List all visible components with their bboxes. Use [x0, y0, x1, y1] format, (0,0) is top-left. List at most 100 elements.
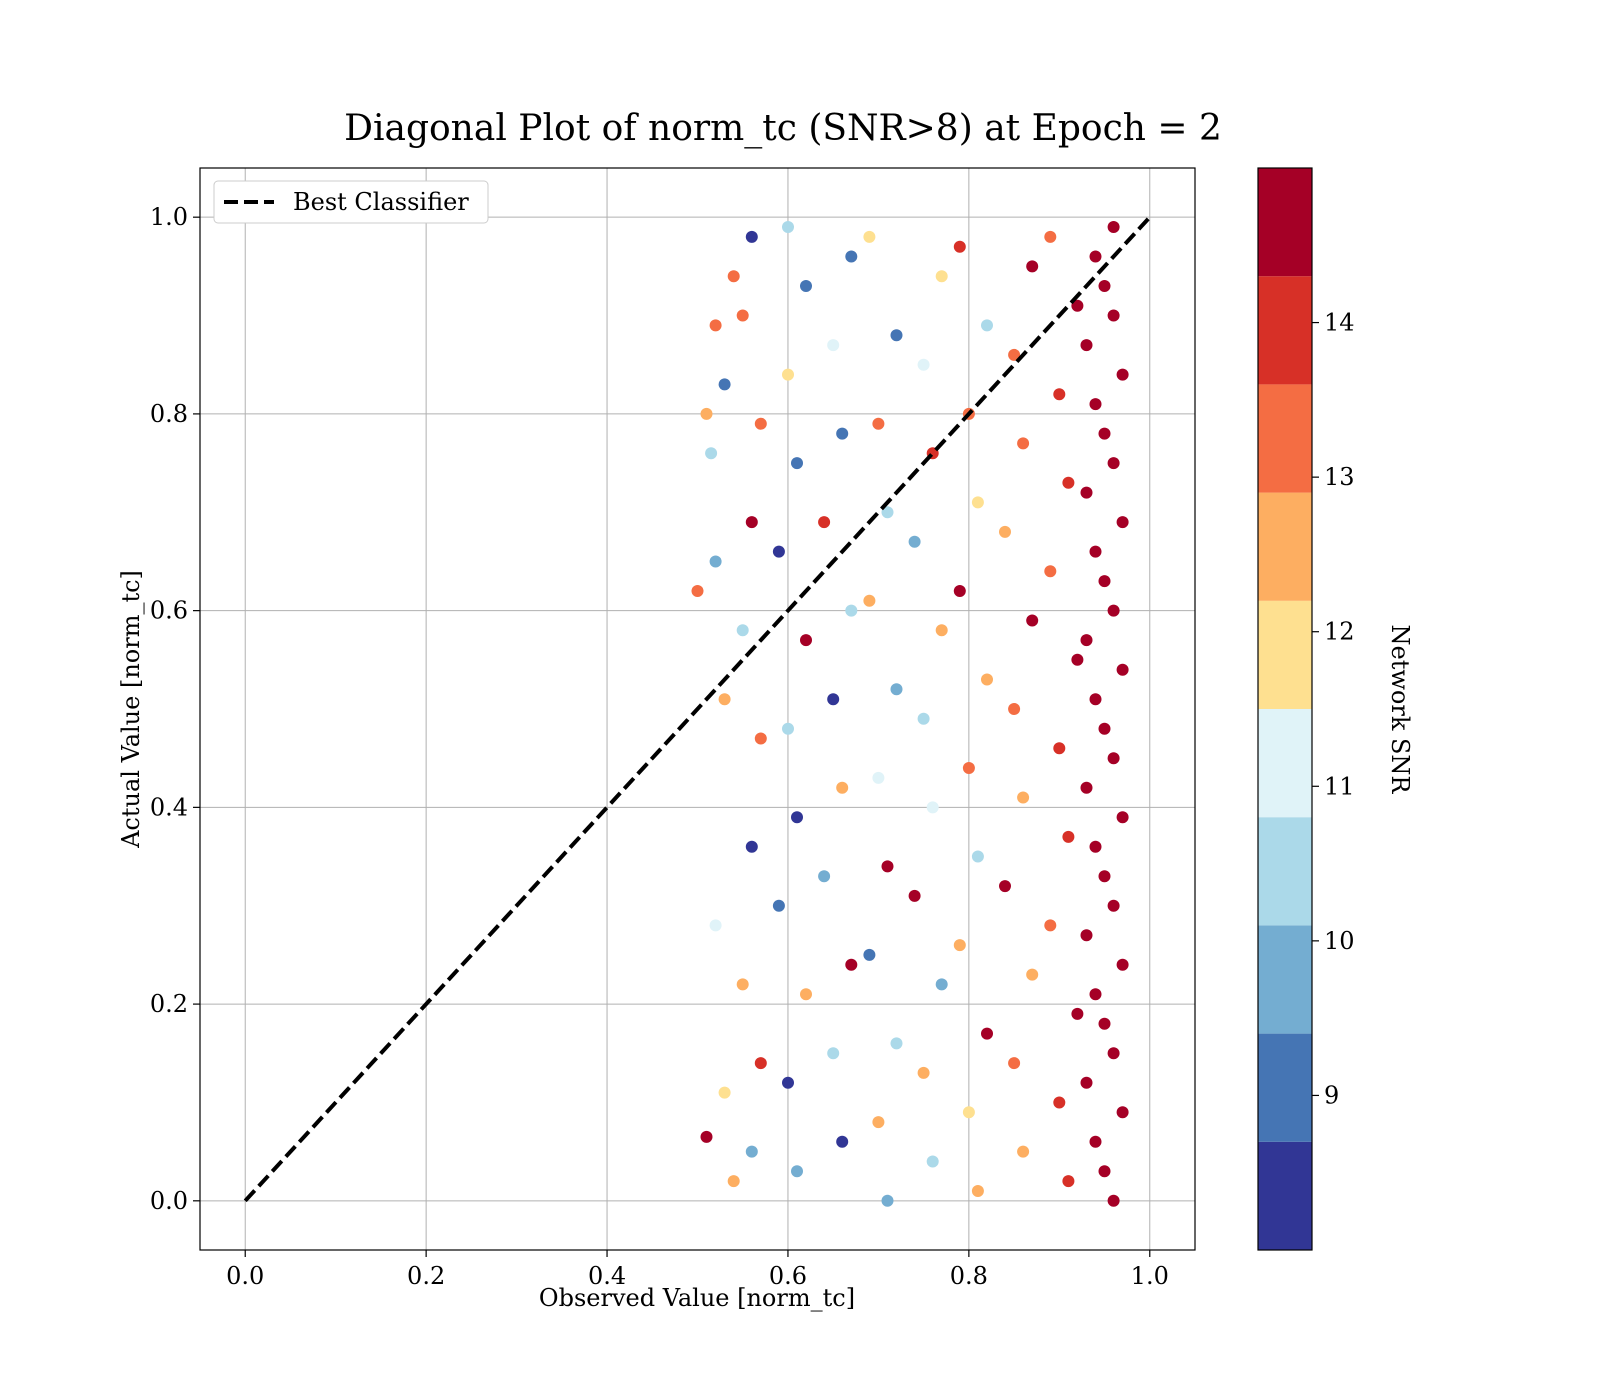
scatter-point — [1098, 1017, 1111, 1030]
scatter-point — [881, 1194, 894, 1207]
scatter-point — [691, 585, 704, 597]
scatter-point — [1008, 1057, 1021, 1070]
scatter-point — [999, 880, 1011, 893]
colorbar-band — [1258, 492, 1312, 601]
scatter-point — [727, 1175, 740, 1188]
scatter-point — [935, 270, 948, 283]
scatter-point — [772, 899, 785, 912]
scatter-point — [1026, 260, 1039, 273]
scatter-point — [953, 585, 966, 597]
scatter-point — [709, 555, 722, 568]
scatter-point — [917, 358, 930, 371]
scatter-point — [917, 712, 930, 725]
scatter-point — [1026, 968, 1039, 981]
scatter-point — [1116, 663, 1129, 676]
scatter-point — [1080, 781, 1093, 794]
colorbar: 9 10 11 12 13 14 Network SNR — [1257, 167, 1414, 1251]
scatter-point — [1071, 653, 1084, 666]
scatter-point — [908, 889, 921, 902]
scatter-point — [1044, 230, 1057, 243]
scatter-point — [981, 319, 993, 332]
colorbar-band — [1258, 384, 1312, 493]
scatter-point — [962, 762, 975, 774]
scatter-point — [1008, 348, 1021, 361]
x-tick-label: 0.6 — [769, 1262, 807, 1290]
scatter-point — [754, 1057, 767, 1070]
y-tick-label: 0.6 — [150, 597, 188, 625]
scatter-point — [791, 457, 803, 470]
scatter-point — [800, 988, 812, 1001]
scatter-point — [791, 811, 803, 824]
colorbar-band — [1258, 600, 1312, 709]
scatter-point — [917, 1066, 930, 1079]
colorbar-band — [1258, 1033, 1312, 1142]
colorbar-tick-label: 10 — [1324, 927, 1355, 955]
scatter-point — [881, 506, 894, 519]
scatter-point — [836, 1135, 849, 1148]
scatter-point — [705, 447, 718, 460]
y-tick-label: 0.2 — [150, 990, 188, 1018]
legend-box — [213, 180, 489, 224]
scatter-point — [1053, 388, 1066, 401]
scatter-point — [872, 417, 885, 430]
scatter-point — [1107, 457, 1120, 470]
scatter-point — [1089, 988, 1102, 1001]
scatter-point — [836, 427, 849, 440]
legend-entry-best-classifier: Best Classifier — [293, 188, 469, 216]
colorbar-band — [1258, 817, 1312, 926]
scatter-point — [1089, 545, 1102, 558]
scatter-point — [872, 1116, 885, 1129]
scatter-point — [1098, 575, 1111, 588]
scatter-point — [754, 732, 767, 745]
scatter-point — [881, 860, 894, 873]
scatter-point — [845, 250, 858, 263]
x-tick-label: 0.0 — [226, 1262, 264, 1290]
plot-area — [199, 167, 1196, 1251]
scatter-point — [890, 683, 903, 696]
scatter-point — [1116, 958, 1129, 971]
best-classifier-line — [243, 215, 1152, 1203]
scatter-point — [1107, 221, 1120, 233]
scatter-point — [727, 270, 740, 283]
colorbar-band — [1258, 168, 1312, 277]
scatter-point — [818, 516, 831, 529]
scatter-point — [1116, 368, 1129, 381]
colorbar-tick-label: 14 — [1324, 309, 1355, 337]
scatter-point — [782, 1076, 794, 1089]
scatter-points — [691, 221, 1129, 1207]
scatter-point — [890, 1037, 903, 1050]
colorbar-band — [1258, 925, 1312, 1034]
scatter-point — [953, 240, 966, 253]
scatter-point — [745, 516, 758, 529]
scatter-point — [863, 594, 876, 607]
scatter-point — [782, 221, 794, 233]
y-axis-label: Actual Value [norm_tc] — [117, 570, 145, 849]
colorbar-label: Network SNR — [1386, 625, 1414, 795]
scatter-point — [709, 919, 722, 932]
scatter-point — [845, 958, 858, 971]
scatter-point — [1116, 811, 1129, 824]
scatter-point — [1098, 280, 1111, 292]
scatter-point — [827, 339, 840, 352]
scatter-point — [1089, 250, 1102, 263]
scatter-point — [999, 525, 1011, 538]
scatter-point — [1107, 752, 1120, 765]
scatter-point — [1080, 634, 1093, 647]
scatter-point — [1089, 693, 1102, 706]
x-tick-label: 1.0 — [1131, 1262, 1169, 1290]
scatter-point — [863, 230, 876, 243]
scatter-point — [1107, 1194, 1120, 1207]
scatter-point — [1107, 899, 1120, 912]
y-tick-label: 0.8 — [150, 400, 188, 428]
scatter-point — [1098, 427, 1111, 440]
scatter-point — [971, 850, 984, 863]
scatter-point — [1107, 1047, 1120, 1060]
scatter-point — [1080, 339, 1093, 352]
scatter-point — [700, 407, 713, 420]
plot-frame — [199, 167, 1196, 1251]
scatter-point — [718, 693, 731, 706]
scatter-point — [800, 634, 812, 647]
scatter-point — [981, 1027, 993, 1040]
scatter-point — [836, 781, 849, 794]
